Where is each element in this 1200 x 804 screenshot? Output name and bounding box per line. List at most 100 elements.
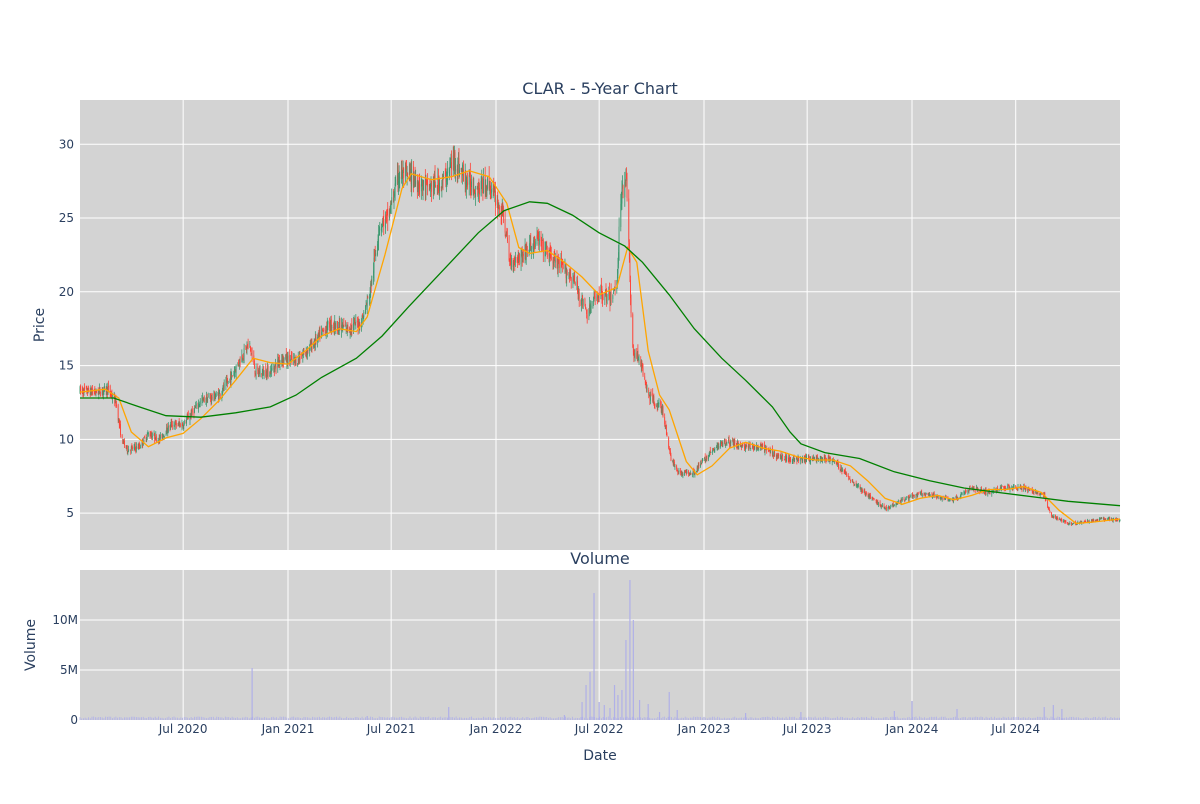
volume-bar xyxy=(556,717,558,720)
candle-body xyxy=(960,494,962,497)
candle-body xyxy=(210,397,211,399)
candle-body xyxy=(537,234,539,240)
candle-body xyxy=(824,457,826,459)
candle-body xyxy=(512,260,514,268)
candle xyxy=(856,483,858,489)
volume-bar xyxy=(607,716,609,720)
candle xyxy=(838,461,839,470)
candle-body xyxy=(477,187,479,200)
candle xyxy=(133,444,135,452)
candle-body xyxy=(625,177,627,182)
candle-body xyxy=(257,372,259,374)
candle-body xyxy=(828,456,830,462)
candle-body xyxy=(780,455,782,459)
candle-body xyxy=(317,332,319,337)
candle-body xyxy=(669,450,671,456)
candle xyxy=(517,249,519,266)
volume-bar xyxy=(443,717,445,720)
candle xyxy=(104,383,105,392)
price-tick-label: 5 xyxy=(66,506,74,520)
candle xyxy=(393,189,394,203)
volume-bar xyxy=(707,718,708,720)
volume-bar xyxy=(628,717,630,720)
candle xyxy=(267,364,269,379)
candle-body xyxy=(1053,515,1055,518)
candle-body xyxy=(612,295,614,299)
candle xyxy=(681,471,683,477)
candle xyxy=(465,175,467,199)
candle-body xyxy=(464,172,466,185)
candle-body xyxy=(900,498,902,503)
volume-bar xyxy=(262,717,264,720)
candle xyxy=(418,174,420,195)
candle-body xyxy=(374,253,376,255)
candle-body xyxy=(235,365,237,373)
volume-bar xyxy=(430,718,431,720)
candle xyxy=(795,457,797,460)
candle xyxy=(450,157,451,169)
candle xyxy=(302,349,304,363)
volume-bar xyxy=(889,717,891,720)
volume-bar xyxy=(154,716,156,720)
candle-body xyxy=(281,359,283,363)
volume-bar xyxy=(223,718,225,720)
candle xyxy=(473,177,475,200)
volume-bar xyxy=(970,717,972,720)
candle-body xyxy=(881,505,883,507)
candle xyxy=(609,292,611,312)
candle-body xyxy=(1111,518,1113,520)
candle-body xyxy=(664,417,666,424)
candle-body xyxy=(327,321,329,325)
candle-body xyxy=(113,396,115,398)
volume-bar xyxy=(522,717,524,720)
candle-body xyxy=(333,327,335,328)
candle xyxy=(876,500,878,506)
candle xyxy=(793,455,794,461)
candle xyxy=(584,297,586,307)
volume-bar xyxy=(927,717,929,720)
volume-bar xyxy=(173,716,175,720)
candle xyxy=(590,300,592,314)
volume-bar xyxy=(1054,718,1055,720)
candle xyxy=(441,179,443,198)
volume-bar xyxy=(151,717,153,720)
candle xyxy=(680,470,682,476)
candle-body xyxy=(424,178,426,191)
candle-body xyxy=(856,485,858,487)
candle xyxy=(393,191,395,210)
volume-bar xyxy=(958,718,960,720)
volume-bar xyxy=(645,717,647,720)
volume-bar xyxy=(730,718,732,720)
candle-body xyxy=(161,434,163,438)
candle-body xyxy=(965,491,966,492)
volume-bar xyxy=(284,716,286,720)
candle xyxy=(466,176,468,188)
candle-body xyxy=(713,449,715,452)
candle-body xyxy=(377,244,378,255)
volume-bar xyxy=(1055,717,1057,720)
candle-body xyxy=(566,273,568,280)
volume-bar xyxy=(1095,717,1096,720)
volume-bar xyxy=(640,717,642,720)
candle-body xyxy=(741,447,743,448)
volume-bar xyxy=(383,717,385,720)
candle-body xyxy=(135,448,137,451)
candle xyxy=(247,338,249,350)
candle-body xyxy=(736,443,737,446)
candle-body xyxy=(194,407,196,409)
candle xyxy=(601,277,602,295)
candle xyxy=(358,318,360,334)
candle-body xyxy=(857,485,859,486)
candle xyxy=(912,492,913,499)
candle xyxy=(281,354,283,367)
candle xyxy=(552,256,554,270)
candle-body xyxy=(141,440,143,446)
candle-body xyxy=(114,396,116,404)
candle-body xyxy=(961,492,963,495)
candle-body xyxy=(637,350,639,362)
volume-bar xyxy=(780,717,782,720)
volume-bar xyxy=(260,717,262,720)
candle-body xyxy=(1096,520,1098,521)
candle-body xyxy=(581,300,582,305)
